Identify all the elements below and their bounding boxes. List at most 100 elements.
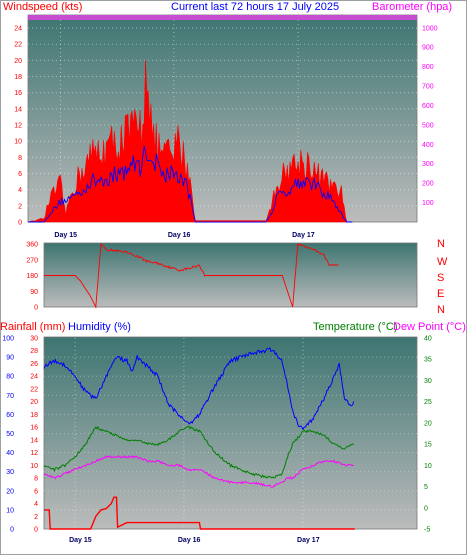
barometer-tick-label: 900 (422, 45, 434, 52)
rainfall-tick-label: 28 (30, 348, 38, 355)
rainfall-tick-label: 24 (30, 374, 38, 381)
rainfall-tick-label: 2 (34, 514, 38, 521)
humidity-tick-label: 100 (2, 336, 14, 343)
barometer-axis-label: Barometer (hpa) (372, 1, 452, 13)
windspeed-tick-label: 16 (14, 90, 22, 97)
rainfall-tick-label: 6 (34, 488, 38, 495)
barometer-tick-label: 800 (422, 64, 434, 71)
windspeed-ticks: 2468101214161820222401002003004005006007… (14, 25, 437, 239)
temperature-axis-label: Temperature (°C) (313, 321, 397, 333)
barometer-tick-label: 600 (422, 103, 434, 110)
windspeed-series (27, 60, 353, 223)
compass-label: W (437, 256, 448, 268)
temperature-tick-label: 0 (424, 505, 428, 512)
direction-ticks: 0 90 180 270 360 (26, 242, 38, 312)
barometer-tick-label: 500 (422, 122, 434, 129)
direction-series-line (44, 242, 339, 309)
windspeed-tick-label: 8 (18, 155, 22, 162)
rainfall-tick-label: 8 (34, 476, 38, 483)
windspeed-tick-label: 20 (14, 58, 22, 65)
day-tick-label: Day 17 (297, 537, 320, 544)
direction-tick-label: 270 (26, 257, 38, 264)
windspeed-tick-label: 22 (14, 42, 22, 49)
rainfall-tick-label: 30 (30, 336, 38, 343)
weather-ticks: 0102030405060708090100024681012141618202… (2, 336, 432, 545)
temperature-tick-label: 30 (424, 378, 432, 385)
direction-tick-label: 0 (34, 305, 38, 312)
windspeed-tick-label: 10 (14, 139, 22, 146)
rainfall-tick-label: 14 (30, 437, 38, 444)
humidity-tick-label: 30 (6, 469, 14, 476)
temperature-tick-label: 40 (424, 336, 432, 343)
temperature-tick-label: 35 (424, 357, 432, 364)
compass-label: S (437, 272, 444, 284)
day-tick-label: Day 16 (168, 232, 191, 239)
humidity-tick-label: 20 (6, 488, 14, 495)
windspeed-tick-label: 18 (14, 74, 22, 81)
direction-tick-label: 360 (26, 242, 38, 249)
rainfall-tick-label: 16 (30, 425, 38, 432)
barometer-band (28, 15, 417, 20)
windspeed-axis-label: Windspeed (kts) (3, 1, 82, 13)
humidity-tick-label: 80 (6, 374, 14, 381)
day-tick-label: Day 15 (69, 537, 92, 544)
humidity-series-line (43, 347, 355, 431)
day-tick-label: Day 15 (54, 232, 77, 239)
temperature-tick-label: 25 (424, 399, 432, 406)
dewpoint-series-line (43, 454, 355, 488)
wind-average-series-line (28, 146, 353, 223)
weather-series (43, 347, 355, 530)
rainfall-tick-label: 0 (34, 527, 38, 534)
rainfall-tick-label: 4 (34, 501, 38, 508)
windspeed-tick-label: 12 (14, 123, 22, 130)
compass-label: E (437, 288, 444, 300)
temperature-tick-label: 15 (424, 442, 432, 449)
weather-plot-area (43, 336, 418, 530)
barometer-tick-label: 100 (422, 200, 434, 207)
temperature-tick-label: 5 (424, 484, 428, 491)
direction-tick-label: 90 (30, 289, 38, 296)
humidity-tick-label: 90 (6, 355, 14, 362)
rainfall-tick-label: 12 (30, 450, 38, 457)
humidity-axis-label: Humidity (%) (68, 321, 131, 333)
windspeed-tick-label: 4 (18, 187, 22, 194)
windspeed-tick-label: 0 (18, 220, 22, 227)
barometer-tick-label: 1000 (422, 25, 438, 32)
barometer-tick-label: 300 (422, 161, 434, 168)
dewpoint-axis-label: Dew Point (°C) (393, 321, 466, 333)
humidity-tick-label: 70 (6, 393, 14, 400)
humidity-tick-label: 60 (6, 412, 14, 419)
compass-label: N (437, 304, 445, 316)
day-tick-label: Day 16 (178, 537, 201, 544)
windspeed-tick-label: 2 (18, 203, 22, 210)
direction-tick-label: 180 (26, 273, 38, 280)
temperature-tick-label: -5 (424, 527, 430, 534)
barometer-tick-label: 700 (422, 84, 434, 91)
windspeed-tick-label: 6 (18, 171, 22, 178)
temperature-series-line (43, 425, 354, 479)
rainfall-tick-label: 18 (30, 412, 38, 419)
direction-plot-area (43, 242, 418, 308)
day-tick-label: Day 17 (292, 232, 315, 239)
windspeed-tick-label: 14 (14, 106, 22, 113)
temperature-tick-label: 10 (424, 463, 432, 470)
temperature-tick-label: 20 (424, 420, 432, 427)
humidity-tick-label: 0 (10, 527, 14, 534)
compass-label: N (437, 238, 445, 250)
rainfall-axis-label: Rainfall (mm) (0, 321, 65, 333)
rainfall-tick-label: 26 (30, 361, 38, 368)
rainfall-tick-label: 22 (30, 386, 38, 393)
rainfall-series-line (44, 496, 355, 530)
humidity-tick-label: 50 (6, 431, 14, 438)
humidity-tick-label: 10 (6, 507, 14, 514)
direction-series (44, 242, 339, 309)
humidity-tick-label: 40 (6, 450, 14, 457)
rainfall-tick-label: 10 (30, 463, 38, 470)
barometer-tick-label: 400 (422, 142, 434, 149)
chart-title: Current last 72 hours 17 July 2025 (171, 1, 339, 13)
barometer-tick-label: 200 (422, 181, 434, 188)
rainfall-tick-label: 20 (30, 399, 38, 406)
windspeed-tick-label: 24 (14, 26, 22, 33)
